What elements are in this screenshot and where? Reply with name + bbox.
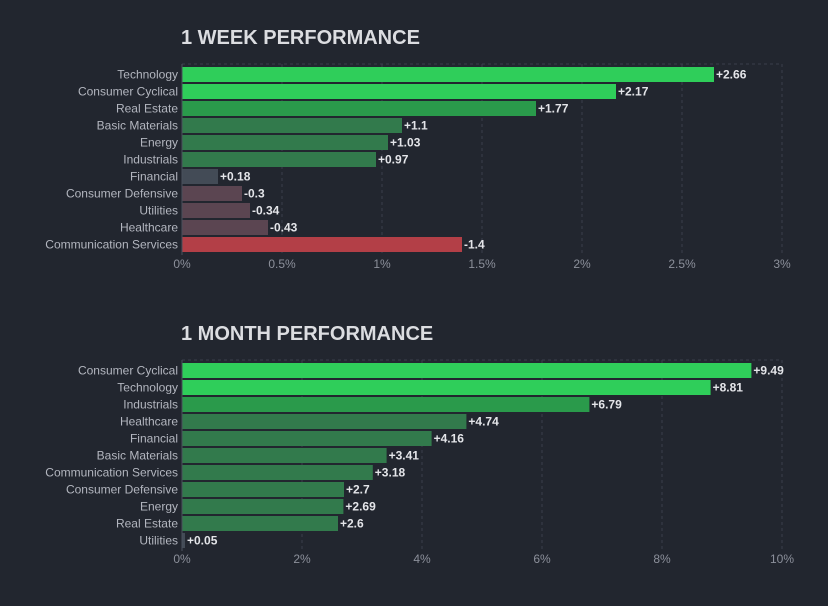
month-bar-basic-materials[interactable] xyxy=(182,448,387,463)
week-bar-industrials[interactable] xyxy=(182,152,376,167)
week-value-label: +1.03 xyxy=(390,136,421,150)
month-bar-industrials[interactable] xyxy=(182,397,590,412)
month-value-label: +2.69 xyxy=(345,500,376,514)
week-category-label: Energy xyxy=(140,136,178,150)
week-x-tick-label: 0% xyxy=(173,257,191,271)
week-value-label: -0.43 xyxy=(270,221,298,235)
month-x-tick-label: 0% xyxy=(173,552,191,566)
week-category-label: Utilities xyxy=(139,204,178,218)
week-bar-consumer-defensive[interactable] xyxy=(182,186,242,201)
week-performance-chart: 1 WEEK PERFORMANCE 0% 0.5% 1% 1.5% 2% 2.5% 3% T… xyxy=(45,27,791,271)
week-value-label: +1.1 xyxy=(404,119,428,133)
month-value-label: +0.05 xyxy=(187,534,218,548)
month-category-label: Financial xyxy=(130,432,178,446)
month-category-label: Utilities xyxy=(139,534,178,548)
month-category-label: Consumer Cyclical xyxy=(78,364,178,378)
week-bar-communication-services[interactable] xyxy=(182,237,462,252)
month-value-label: +2.7 xyxy=(346,483,370,497)
week-bar-real-estate[interactable] xyxy=(182,101,536,116)
month-bar-healthcare[interactable] xyxy=(182,414,467,429)
week-x-tick-label: 2% xyxy=(573,257,591,271)
week-x-tick-label: 2.5% xyxy=(668,257,696,271)
week-category-label: Technology xyxy=(117,68,178,82)
month-x-tick-label: 6% xyxy=(533,552,551,566)
month-x-tick-label: 2% xyxy=(293,552,311,566)
week-category-label: Industrials xyxy=(123,153,178,167)
month-performance-chart: 1 MONTH PERFORMANCE 0% 2% 4% 6% 8% 10% Consume… xyxy=(45,323,794,566)
week-bar-energy[interactable] xyxy=(182,135,388,150)
week-value-label: -0.34 xyxy=(252,204,280,218)
week-category-label: Consumer Cyclical xyxy=(78,85,178,99)
week-category-label: Financial xyxy=(130,170,178,184)
month-value-label: +9.49 xyxy=(753,364,784,378)
month-value-label: +2.6 xyxy=(340,517,364,531)
month-category-label: Consumer Defensive xyxy=(66,483,178,497)
week-value-label: -0.3 xyxy=(244,187,265,201)
week-value-label: +2.17 xyxy=(618,85,649,99)
week-category-label: Healthcare xyxy=(120,221,178,235)
month-value-label: +4.74 xyxy=(468,415,499,429)
week-bar-utilities[interactable] xyxy=(182,203,250,218)
week-bar-consumer-cyclical[interactable] xyxy=(182,84,616,99)
week-bar-technology[interactable] xyxy=(182,67,714,82)
week-category-label: Consumer Defensive xyxy=(66,187,178,201)
month-x-tick-label: 8% xyxy=(653,552,671,566)
month-bar-technology[interactable] xyxy=(182,380,711,395)
week-category-label: Communication Services xyxy=(45,238,178,252)
week-category-label: Basic Materials xyxy=(97,119,178,133)
month-bar-consumer-defensive[interactable] xyxy=(182,482,344,497)
week-value-label: +0.97 xyxy=(378,153,409,167)
week-chart-title: 1 WEEK PERFORMANCE xyxy=(181,27,420,49)
month-bar-communication-services[interactable] xyxy=(182,465,373,480)
month-value-label: +4.16 xyxy=(434,432,465,446)
month-category-label: Technology xyxy=(117,381,178,395)
month-value-label: +6.79 xyxy=(591,398,622,412)
week-value-label: +0.18 xyxy=(220,170,251,184)
week-value-label: +1.77 xyxy=(538,102,569,116)
week-category-label: Real Estate xyxy=(116,102,178,116)
month-bar-energy[interactable] xyxy=(182,499,344,514)
month-value-label: +8.81 xyxy=(713,381,744,395)
month-category-label: Basic Materials xyxy=(97,449,178,463)
month-category-label: Energy xyxy=(140,500,178,514)
month-category-label: Real Estate xyxy=(116,517,178,531)
month-x-tick-label: 4% xyxy=(413,552,431,566)
week-x-tick-label: 3% xyxy=(773,257,791,271)
week-value-label: +2.66 xyxy=(716,68,747,82)
month-category-label: Communication Services xyxy=(45,466,178,480)
week-bar-basic-materials[interactable] xyxy=(182,118,402,133)
month-category-label: Industrials xyxy=(123,398,178,412)
month-chart-title: 1 MONTH PERFORMANCE xyxy=(181,323,433,345)
month-category-label: Healthcare xyxy=(120,415,178,429)
month-bar-financial[interactable] xyxy=(182,431,432,446)
month-value-label: +3.18 xyxy=(375,466,406,480)
week-bar-healthcare[interactable] xyxy=(182,220,268,235)
week-x-tick-label: 0.5% xyxy=(268,257,296,271)
week-x-tick-label: 1% xyxy=(373,257,391,271)
week-bar-financial[interactable] xyxy=(182,169,218,184)
month-value-label: +3.41 xyxy=(389,449,420,463)
month-bar-utilities[interactable] xyxy=(182,533,185,548)
week-value-label: -1.4 xyxy=(464,238,485,252)
month-x-tick-label: 10% xyxy=(770,552,794,566)
month-bar-real-estate[interactable] xyxy=(182,516,338,531)
week-x-tick-label: 1.5% xyxy=(468,257,496,271)
month-bar-consumer-cyclical[interactable] xyxy=(182,363,752,378)
